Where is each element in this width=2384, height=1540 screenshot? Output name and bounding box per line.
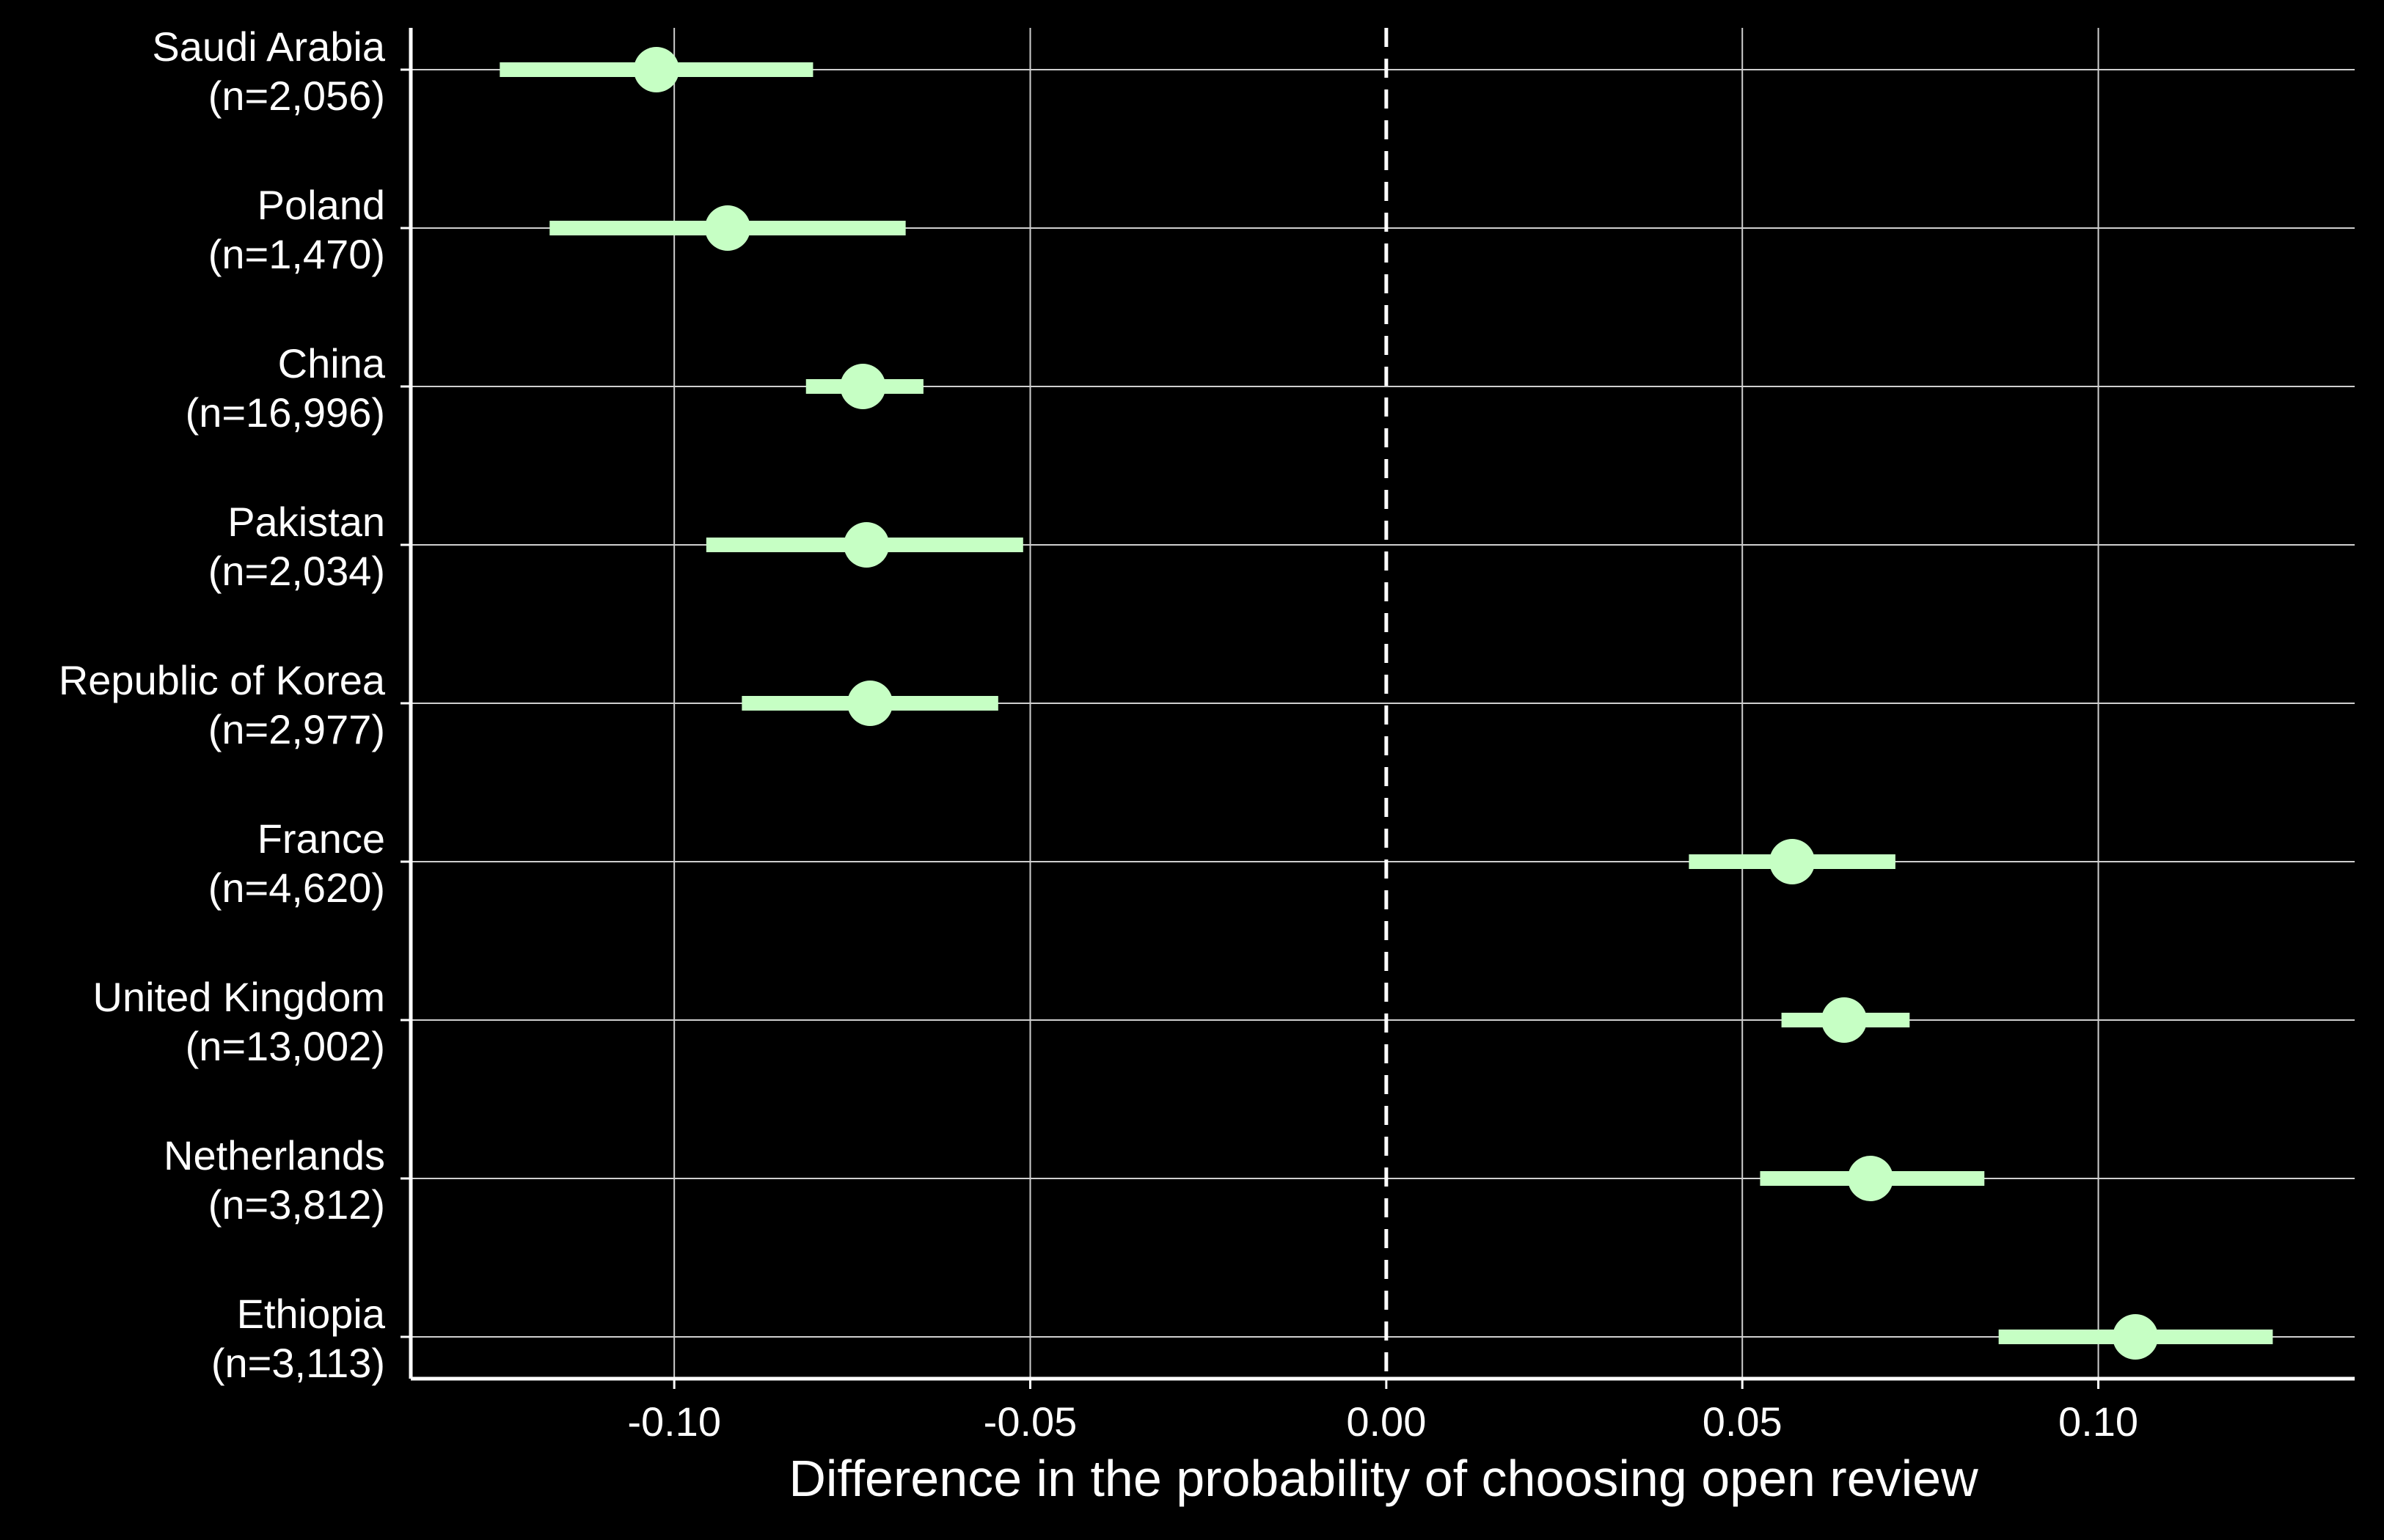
category-label: Netherlands	[164, 1132, 385, 1178]
category-label: Ethiopia	[237, 1291, 386, 1337]
category-label: Saudi Arabia	[152, 23, 385, 70]
x-tick-label: 0.10	[2058, 1398, 2138, 1445]
sample-size-label: (n=4,620)	[208, 865, 385, 911]
estimate-point	[1769, 839, 1816, 884]
category-label: United Kingdom	[93, 974, 385, 1020]
estimate-point	[1821, 997, 1868, 1043]
x-axis-title: Difference in the probability of choosin…	[789, 1450, 1978, 1507]
category-label: China	[278, 340, 386, 386]
estimate-point	[704, 205, 750, 251]
sample-size-label: (n=13,002)	[186, 1023, 385, 1069]
x-tick-label: -0.10	[627, 1398, 721, 1445]
category-label: France	[257, 815, 385, 862]
sample-size-label: (n=1,470)	[208, 231, 385, 277]
category-label: Poland	[257, 182, 385, 228]
sample-size-label: (n=3,812)	[208, 1181, 385, 1228]
sample-size-label: (n=2,977)	[208, 706, 385, 752]
marks-layer	[500, 47, 2273, 1360]
estimate-point	[1847, 1156, 1893, 1201]
x-tick-label: 0.00	[1346, 1398, 1426, 1445]
estimate-point	[847, 681, 893, 726]
sample-size-label: (n=16,996)	[186, 389, 385, 436]
sample-size-label: (n=3,113)	[211, 1340, 385, 1386]
category-label: Pakistan	[227, 499, 385, 545]
x-tick-label: -0.05	[984, 1398, 1078, 1445]
estimate-point	[840, 364, 886, 409]
estimate-point	[633, 47, 679, 92]
category-label: Republic of Korea	[59, 657, 386, 703]
estimate-point	[2113, 1314, 2159, 1360]
axis-layer	[401, 28, 2355, 1389]
estimate-point	[844, 522, 890, 568]
sample-size-label: (n=2,034)	[208, 548, 385, 594]
x-tick-label: 0.05	[1703, 1398, 1782, 1445]
sample-size-label: (n=2,056)	[208, 73, 385, 119]
